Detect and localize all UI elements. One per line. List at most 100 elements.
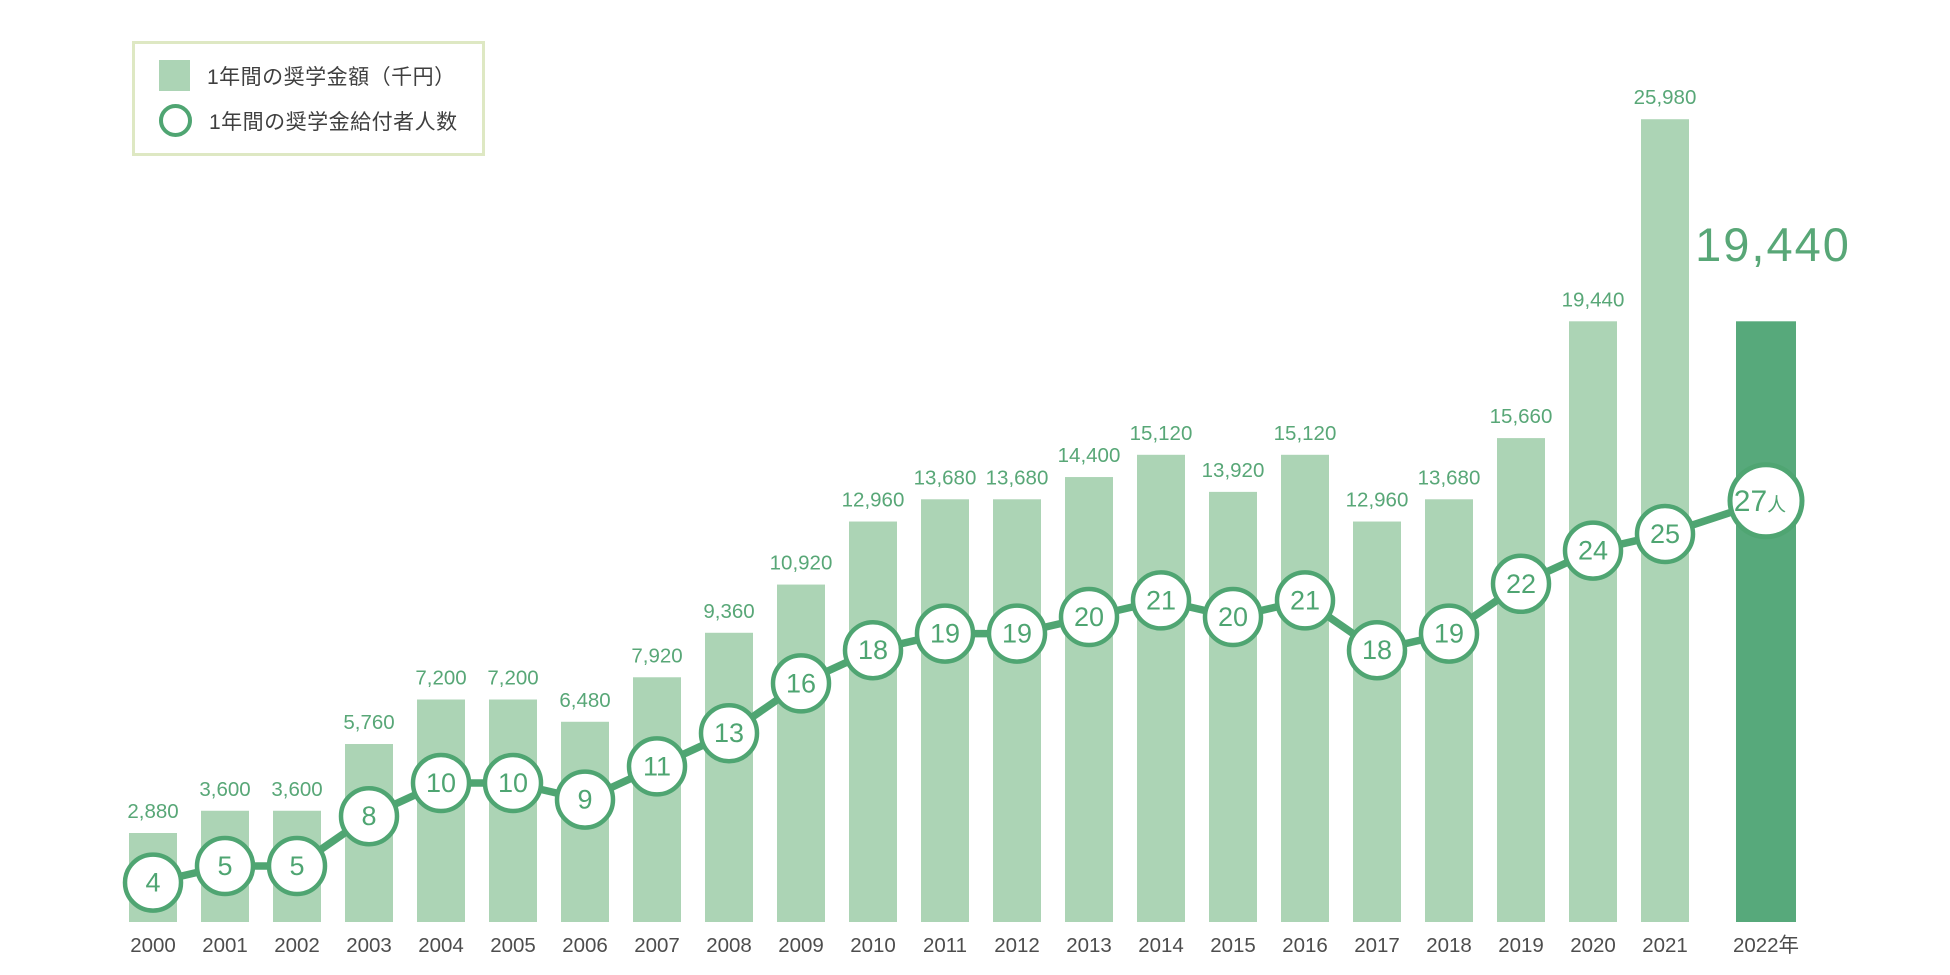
recipient-point bbox=[1058, 586, 1120, 648]
recipient-count-label: 25 bbox=[1650, 519, 1680, 549]
recipient-count-label: 21 bbox=[1146, 585, 1176, 615]
recipient-point bbox=[1727, 462, 1805, 540]
bar-value-label: 10,920 bbox=[770, 552, 833, 575]
bar-value-label: 12,960 bbox=[1346, 489, 1409, 512]
recipient-count-label: 19 bbox=[930, 619, 960, 649]
recipient-point bbox=[1490, 553, 1552, 615]
bar-value-label: 13,920 bbox=[1202, 459, 1265, 482]
bar-value-label: 15,120 bbox=[1274, 422, 1337, 445]
bar-2022 bbox=[1736, 321, 1796, 923]
bar-2014 bbox=[1137, 454, 1185, 922]
bar-value-label: 15,120 bbox=[1130, 422, 1193, 445]
recipient-point bbox=[1634, 503, 1696, 565]
recipient-count-label: 9 bbox=[577, 785, 592, 815]
recipient-count-label: 13 bbox=[714, 718, 744, 748]
year-label: 2014 bbox=[1138, 934, 1184, 957]
year-label: 2020 bbox=[1570, 934, 1616, 957]
recipient-point bbox=[842, 619, 904, 681]
recipient-point bbox=[1202, 586, 1264, 648]
recipient-point bbox=[1418, 603, 1480, 664]
year-label: 2010 bbox=[850, 934, 896, 957]
recipient-count-label: 10 bbox=[498, 768, 528, 798]
year-label: 2011 bbox=[923, 934, 967, 957]
year-label: 2017 bbox=[1354, 934, 1400, 957]
legend-recipients-label: 1年間の奨学金給付者人数 bbox=[209, 110, 458, 134]
bar-2020 bbox=[1569, 321, 1617, 923]
bar-value-label: 3,600 bbox=[271, 778, 322, 801]
bar-2011 bbox=[921, 499, 969, 922]
bar-value-label: 13,680 bbox=[986, 466, 1049, 489]
recipient-count-label: 18 bbox=[1362, 635, 1392, 665]
year-label: 2005 bbox=[490, 934, 536, 957]
bar-2012 bbox=[993, 499, 1041, 922]
bar-value-label: 15,660 bbox=[1490, 405, 1553, 428]
bar-2017 bbox=[1353, 521, 1401, 922]
bar-value-label: 6,480 bbox=[559, 689, 610, 712]
legend: 1年間の奨学金額（千円） 1年間の奨学金給付者人数 bbox=[132, 41, 485, 156]
legend-row-recipients: 1年間の奨学金給付者人数 bbox=[159, 104, 462, 137]
recipient-count-label: 22 bbox=[1506, 569, 1536, 599]
bar-value-label: 3,600 bbox=[199, 778, 250, 801]
recipient-count-label: 11 bbox=[643, 751, 671, 781]
recipient-count-label: 20 bbox=[1074, 602, 1104, 632]
bar-2010 bbox=[849, 521, 897, 922]
bar-value-label: 5,760 bbox=[343, 711, 394, 734]
recipient-count-label: 10 bbox=[426, 768, 456, 798]
recipient-count-label: 19 bbox=[1434, 619, 1464, 649]
bar-value-label: 2,880 bbox=[127, 800, 178, 823]
recipient-count-label: 5 bbox=[289, 851, 304, 881]
recipient-point bbox=[914, 603, 976, 664]
recipient-count-label: 8 bbox=[361, 801, 376, 831]
bar-value-label: 12,960 bbox=[842, 489, 905, 512]
recipient-point bbox=[266, 835, 328, 897]
bar-value-label: 7,200 bbox=[415, 667, 466, 690]
legend-amount-label: 1年間の奨学金額（千円） bbox=[207, 65, 456, 89]
bar-2009 bbox=[777, 584, 825, 922]
bar-2016 bbox=[1281, 454, 1329, 922]
bar-2015 bbox=[1209, 491, 1257, 922]
year-label: 2021 bbox=[1642, 934, 1688, 957]
recipient-point bbox=[194, 835, 256, 897]
year-label: 2006 bbox=[562, 934, 608, 957]
year-label: 2019 bbox=[1498, 934, 1544, 957]
bar-swatch-icon bbox=[159, 60, 190, 91]
year-label: 2001 bbox=[202, 934, 248, 957]
year-label: 2000 bbox=[130, 934, 176, 957]
year-label: 2009 bbox=[778, 934, 824, 957]
bar-2019 bbox=[1497, 438, 1545, 922]
bar-2007 bbox=[633, 677, 681, 922]
bar-value-label: 19,440 bbox=[1562, 288, 1625, 311]
recipient-point bbox=[1130, 570, 1192, 631]
bar-2018 bbox=[1425, 499, 1473, 922]
bar-value-label: 14,400 bbox=[1058, 444, 1121, 467]
highlight-value-label: 19,440 bbox=[1695, 218, 1851, 271]
bar-2013 bbox=[1065, 477, 1113, 922]
bar-2008 bbox=[705, 632, 753, 922]
year-label: 2016 bbox=[1282, 934, 1328, 957]
recipient-point bbox=[482, 752, 544, 814]
bar-value-label: 7,200 bbox=[487, 667, 538, 690]
year-label: 2007 bbox=[634, 934, 680, 957]
recipient-count-label: 21 bbox=[1290, 585, 1320, 615]
recipient-point bbox=[1562, 520, 1624, 581]
bar-value-label: 13,680 bbox=[914, 466, 977, 489]
recipient-point bbox=[986, 603, 1048, 664]
year-label: 2003 bbox=[346, 934, 392, 957]
bar-value-label: 9,360 bbox=[703, 600, 754, 623]
bar-value-label: 25,980 bbox=[1634, 86, 1697, 109]
recipient-count-label: 5 bbox=[217, 851, 232, 881]
recipient-point bbox=[554, 769, 616, 830]
recipient-count-label: 4 bbox=[145, 868, 160, 898]
recipient-point bbox=[1274, 570, 1336, 631]
year-label: 2008 bbox=[706, 934, 752, 957]
recipient-point bbox=[698, 702, 760, 764]
recipient-point bbox=[626, 736, 688, 797]
recipient-count-label: 19 bbox=[1002, 619, 1032, 649]
legend-row-amount: 1年間の奨学金額（千円） bbox=[159, 60, 462, 91]
recipient-count-label: 18 bbox=[858, 635, 888, 665]
year-label: 2015 bbox=[1210, 934, 1256, 957]
year-label: 2022年 bbox=[1733, 934, 1799, 957]
year-label: 2002 bbox=[274, 934, 320, 957]
year-label: 2004 bbox=[418, 934, 464, 957]
